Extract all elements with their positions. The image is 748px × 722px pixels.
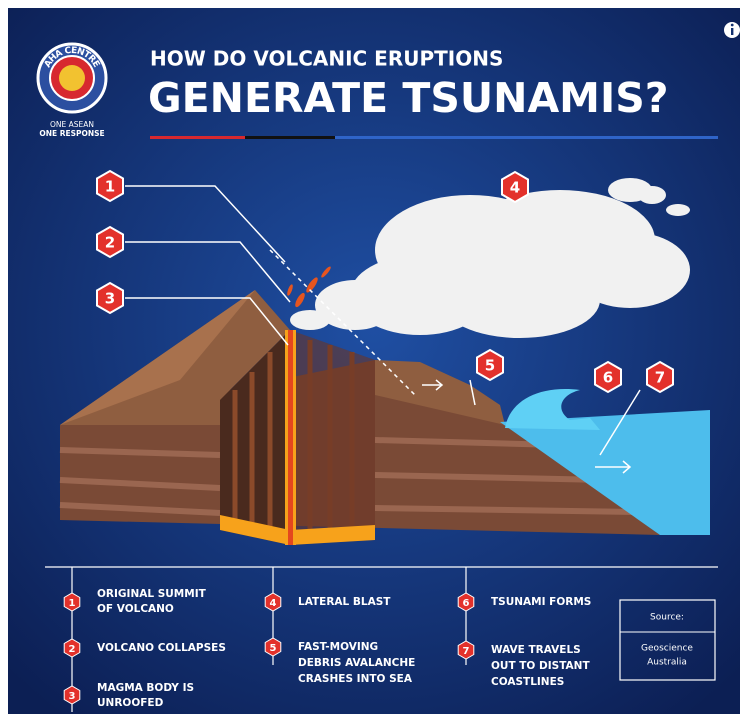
leader-lines — [125, 185, 641, 474]
volcano-cone-light — [60, 290, 255, 425]
legend-text: TSUNAMI FORMS — [491, 596, 591, 608]
ejecta — [287, 266, 331, 308]
title: HOW DO VOLCANIC ERUPTIONS — [150, 47, 503, 71]
ground-layers — [59, 437, 641, 516]
callout-number: 7 — [655, 369, 665, 387]
magma-base — [220, 515, 375, 545]
source-text: Australia — [647, 658, 687, 668]
legend-text: DEBRIS AVALANCHE — [298, 657, 415, 669]
callout-number: 4 — [510, 179, 520, 197]
tsunami-wave — [505, 389, 600, 430]
legend-text: OUT TO DISTANT — [491, 660, 590, 672]
legend-number: 1 — [69, 598, 76, 609]
legend-text: ORIGINAL SUMMIT — [97, 588, 207, 600]
callout-number: 5 — [485, 357, 495, 375]
number-badge — [646, 360, 674, 394]
legend-text: LATERAL BLAST — [298, 596, 391, 608]
legend-text: CRASHES INTO SEA — [298, 673, 413, 685]
debris — [375, 360, 505, 425]
logo: AHA CENTRE — [36, 42, 108, 114]
source-text: Geoscience — [641, 644, 693, 654]
legend-text: COASTLINES — [491, 676, 564, 688]
callout-number: 2 — [105, 234, 115, 252]
legend-number: 6 — [463, 598, 470, 609]
source-box — [619, 599, 716, 681]
legend-text: OF VOLCANO — [97, 603, 174, 615]
tagline: ONE ASEAN — [50, 120, 94, 129]
legend-text: UNROOFED — [97, 697, 164, 709]
callout-number: 1 — [105, 178, 115, 196]
cut-face-right — [290, 330, 375, 545]
callout-number: 3 — [105, 290, 115, 308]
headline: GENERATE TSUNAMIS? — [148, 74, 669, 122]
number-badge — [96, 225, 124, 259]
tagline: ONE RESPONSE — [39, 129, 104, 138]
number-badge — [457, 592, 475, 612]
number-badge — [63, 638, 81, 658]
source-label: Source: — [650, 613, 684, 623]
number-badge — [501, 170, 529, 204]
title-rule — [335, 136, 718, 139]
eruption-cloud — [290, 178, 690, 338]
callout-number: 6 — [603, 369, 613, 387]
number-badge — [264, 592, 282, 612]
title-rule — [150, 136, 245, 139]
legend-number: 2 — [69, 644, 76, 655]
title-rule — [245, 136, 335, 139]
legend-number: 7 — [463, 646, 470, 657]
number-badge — [63, 592, 81, 612]
legend-text: MAGMA BODY IS — [97, 682, 194, 694]
legend-number: 3 — [69, 691, 76, 702]
sea — [500, 410, 710, 535]
number-badge — [63, 685, 81, 705]
magma-core — [288, 330, 293, 545]
number-badge — [264, 637, 282, 657]
number-badge — [594, 360, 622, 394]
info-icon[interactable] — [724, 22, 740, 38]
number-badge — [476, 348, 504, 382]
legend-text: WAVE TRAVELS — [491, 644, 581, 656]
number-badge — [96, 169, 124, 203]
legend-text: FAST-MOVING — [298, 641, 378, 653]
number-badge — [96, 281, 124, 315]
legend-number: 4 — [270, 598, 277, 609]
legend-text: VOLCANO COLLAPSES — [97, 642, 226, 654]
number-badge — [457, 640, 475, 660]
legend-number: 5 — [270, 643, 277, 654]
